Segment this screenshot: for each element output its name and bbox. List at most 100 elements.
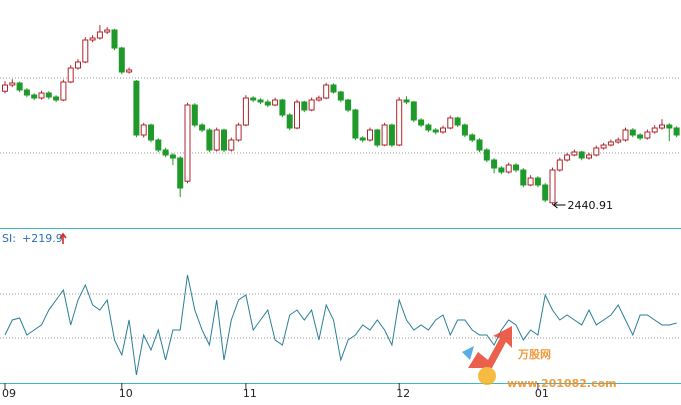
candle-body <box>637 134 644 139</box>
candle-body <box>337 91 344 101</box>
candle-body <box>505 164 512 173</box>
candle-body <box>162 149 169 156</box>
candle-body <box>352 109 359 139</box>
candle-body <box>513 164 519 171</box>
candle-body <box>272 99 279 106</box>
candle-body <box>666 124 673 129</box>
watermark-url: www.201082.com <box>507 377 617 390</box>
candle-body <box>374 129 381 146</box>
candle-body <box>199 124 206 131</box>
candle-body <box>323 84 330 99</box>
x-tick-label: 10 <box>119 387 133 400</box>
candle-body <box>410 101 417 121</box>
candle-body <box>82 39 89 63</box>
candle-body <box>425 124 432 131</box>
candle-body <box>571 151 578 156</box>
candle-body <box>96 31 103 39</box>
logo-shape <box>462 346 474 360</box>
x-tick-label: 01 <box>535 387 549 400</box>
candle-body <box>593 147 600 156</box>
candle-body <box>651 127 658 133</box>
candle-body <box>629 129 636 136</box>
candle-body <box>308 99 315 111</box>
candle-body <box>432 129 439 133</box>
logo-arrow <box>468 326 512 368</box>
candle-body <box>301 101 308 111</box>
candle-body <box>564 154 571 161</box>
candle-body <box>483 149 490 161</box>
candle-body <box>148 124 154 141</box>
candle-body <box>549 169 556 204</box>
candle-body <box>527 177 534 186</box>
candle-body <box>257 99 264 103</box>
candle-body <box>367 129 373 141</box>
candle-body <box>615 139 622 143</box>
candle-body <box>228 139 235 151</box>
candle-body <box>520 169 527 186</box>
candle-body <box>294 101 300 129</box>
si-line <box>4 274 677 376</box>
candle-body <box>607 141 614 146</box>
candle-body <box>644 131 651 139</box>
candle-body <box>542 184 549 201</box>
candle-body <box>242 97 249 126</box>
candle-body <box>403 99 410 103</box>
candle-body <box>556 159 563 171</box>
candle-body <box>155 139 162 151</box>
candle-body <box>133 80 140 136</box>
candle-body <box>359 137 366 141</box>
candle-body <box>191 104 198 126</box>
candle-body <box>586 154 592 159</box>
candle-body <box>235 124 242 141</box>
candle-body <box>286 114 293 129</box>
candle-body <box>534 177 541 186</box>
annotation-label: 2440.91 <box>568 199 614 212</box>
candle-body <box>461 124 468 136</box>
candle-body <box>447 117 454 129</box>
candle-body <box>440 127 446 133</box>
candle-body <box>38 92 45 99</box>
candle-body <box>2 84 8 92</box>
candle-body <box>578 151 585 159</box>
candle-body <box>104 29 111 33</box>
candle-body <box>491 159 498 169</box>
watermark: 万股网 www.201082.com <box>462 326 617 390</box>
x-tick-label: 12 <box>396 387 410 400</box>
logo-ball <box>478 367 496 385</box>
candle-body <box>31 94 38 99</box>
candle-body <box>75 61 81 69</box>
candle-body <box>673 127 680 136</box>
candle-body <box>622 129 629 141</box>
candle-body <box>213 129 220 151</box>
candle-body <box>111 29 118 49</box>
candle-body <box>221 129 227 151</box>
candle-body <box>600 144 607 149</box>
candle-body <box>184 104 191 182</box>
candle-body <box>169 154 176 159</box>
candle-body <box>418 119 425 126</box>
watermark-title: 万股网 <box>517 348 551 361</box>
candle-body <box>126 69 133 73</box>
candle-body <box>67 67 74 83</box>
candle-body <box>250 97 257 101</box>
candle-body <box>454 117 461 126</box>
candle-body <box>177 157 184 189</box>
annotation-arrow <box>552 201 566 209</box>
candle-body <box>315 97 322 101</box>
x-tick-label: 11 <box>243 387 257 400</box>
up-arrow <box>59 232 67 244</box>
candle-body <box>498 167 505 173</box>
candle-body <box>469 134 476 141</box>
candle-body <box>45 92 52 98</box>
candle-body <box>23 89 30 96</box>
candle-body <box>345 99 352 111</box>
candle-body <box>89 37 96 41</box>
candle-body <box>16 82 23 91</box>
candle-body <box>264 101 271 106</box>
candle-body <box>206 129 213 151</box>
candle-body <box>118 47 125 73</box>
indicator-name: SI: <box>2 232 16 245</box>
candle-body <box>396 99 403 146</box>
candle-body <box>9 82 16 86</box>
